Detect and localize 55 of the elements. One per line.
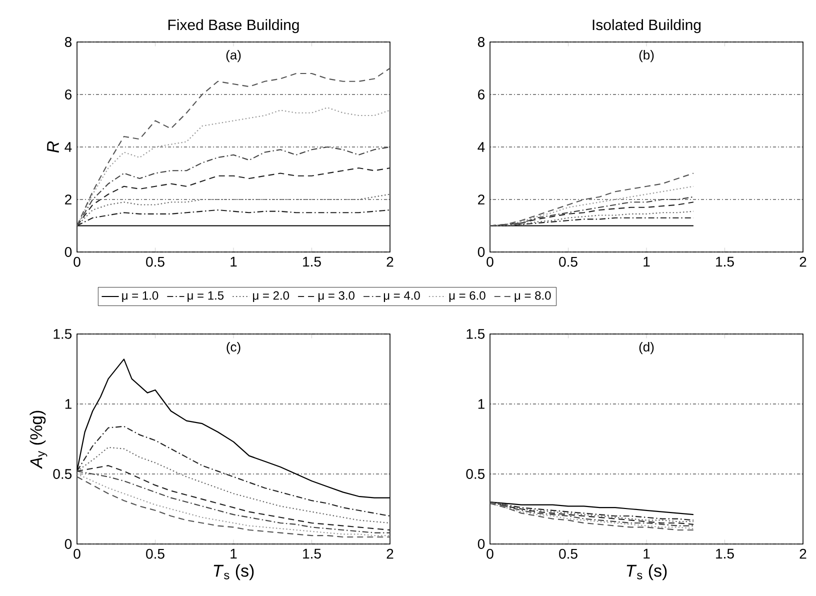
y-tick-label: 1.5: [54, 329, 72, 339]
y-tick-label: 0: [478, 247, 485, 257]
x-axis-title: T$_{s}$ (s): [626, 564, 667, 580]
legend-label: μ = 3.0: [318, 291, 354, 302]
x-tick-label: 1.5: [716, 548, 734, 559]
y-tick-label: 4: [64, 142, 72, 152]
legend-label: μ = 1.0: [122, 291, 158, 302]
x-tick-label: 1.5: [303, 256, 321, 267]
annotation: (b): [639, 50, 654, 62]
x-tick-label: 2: [800, 548, 806, 559]
x-tick-label: 2: [386, 256, 394, 267]
legend-label: μ = 6.0: [449, 291, 486, 302]
y-tick-label: 6: [478, 90, 485, 100]
x-tick-label: 0: [74, 256, 80, 267]
chart-title: Fixed Base Building: [168, 19, 299, 34]
y-tick-label: 2: [478, 194, 484, 204]
y-tick-label: 0.5: [53, 469, 72, 479]
x-tick-label: 0: [486, 548, 494, 559]
y-tick-label: 2: [65, 194, 72, 204]
y-axis-title: R: [47, 141, 59, 153]
x-tick-label: 1: [230, 256, 237, 266]
y-tick-label: 0.5: [466, 469, 485, 479]
x-tick-label: 0.5: [146, 256, 164, 267]
x-axis-title: T$_{s}$ (s): [214, 564, 254, 580]
legend-label: μ = 2.0: [253, 291, 290, 302]
y-tick-label: 6: [65, 90, 72, 100]
y-tick-label: 0: [64, 247, 72, 257]
x-tick-label: 1: [644, 256, 650, 266]
x-tick-label: 2: [386, 548, 394, 559]
y-tick-label: 1.5: [466, 329, 485, 339]
y-axis-title: A$_{y}$ (%g): [30, 410, 48, 470]
x-tick-label: 0.5: [559, 256, 578, 267]
y-tick-label: 8: [64, 37, 72, 47]
x-tick-label: 1.5: [303, 548, 321, 559]
x-tick-label: 0.5: [146, 548, 164, 559]
x-tick-label: 0: [74, 548, 80, 559]
legend-label: μ = 4.0: [384, 291, 420, 302]
x-tick-label: 0.5: [559, 548, 578, 559]
x-tick-label: 1.5: [716, 256, 734, 267]
x-tick-label: 1: [230, 548, 237, 558]
y-tick-label: 4: [478, 142, 485, 152]
y-tick-label: 0: [64, 539, 72, 549]
y-tick-label: 0: [478, 539, 485, 549]
annotation: (a): [226, 50, 241, 62]
y-tick-label: 8: [478, 37, 485, 47]
y-tick-label: 1: [65, 399, 72, 409]
x-tick-label: 0: [486, 256, 494, 267]
annotation: (c): [226, 342, 240, 354]
y-tick-label: 1: [478, 399, 484, 409]
legend-label: μ = 8.0: [514, 291, 551, 302]
x-tick-label: 2: [800, 256, 806, 267]
annotation: (d): [639, 342, 654, 354]
legend-label: μ = 1.5: [188, 291, 224, 302]
chart-title: Isolated Building: [592, 19, 701, 34]
x-tick-label: 1: [644, 548, 650, 558]
